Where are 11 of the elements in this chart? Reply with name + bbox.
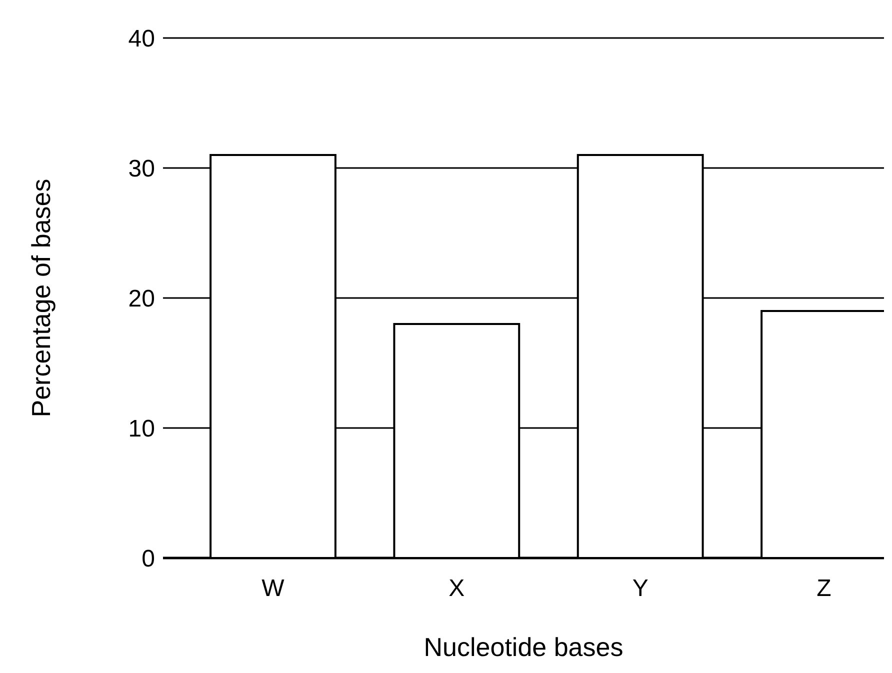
y-tick-label: 40 [128, 25, 155, 52]
x-axis-title: Nucleotide bases [424, 632, 624, 662]
y-tick-label: 20 [128, 285, 155, 312]
x-tick-label: W [262, 575, 285, 602]
y-tick-label: 10 [128, 415, 155, 442]
x-tick-label: X [448, 575, 465, 602]
x-tick-label: Y [632, 575, 648, 602]
y-axis-title: Percentage of bases [26, 178, 56, 418]
y-tick-label: 0 [142, 545, 155, 572]
y-tick-label: 30 [128, 155, 155, 182]
x-tick-label: Z [816, 575, 832, 602]
